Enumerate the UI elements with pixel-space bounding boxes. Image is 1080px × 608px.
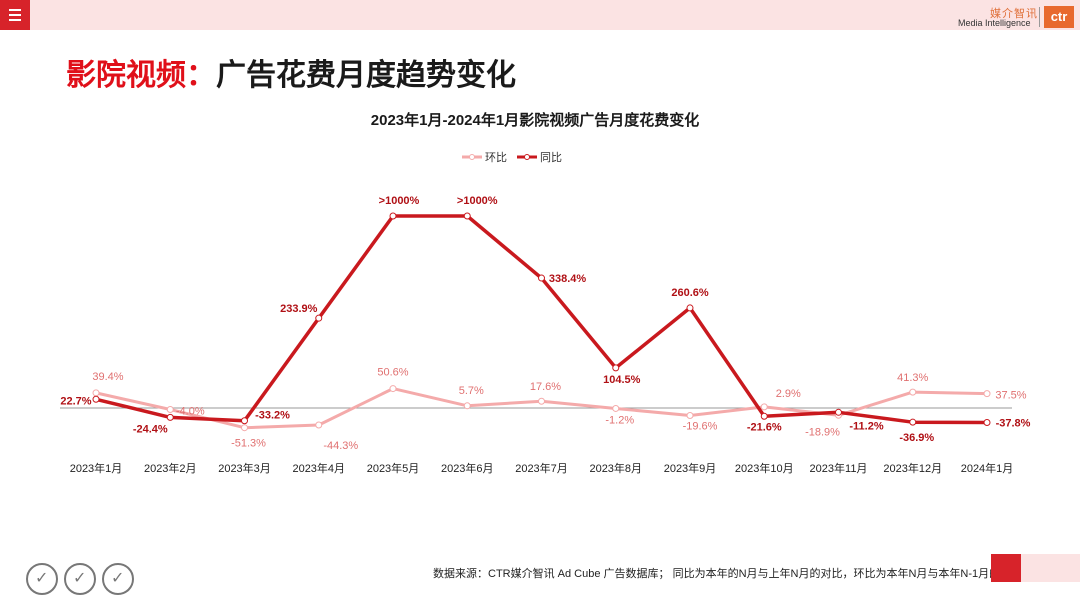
x-tick-label: 2023年5月 <box>367 461 420 475</box>
data-label-tb: -36.9% <box>899 432 934 444</box>
x-tick-label: 2023年8月 <box>589 461 642 475</box>
data-label-hb: -51.3% <box>231 438 266 450</box>
footer-pink-block <box>1021 554 1080 582</box>
data-point-hb <box>983 390 991 398</box>
x-tick-label: 2023年2月 <box>144 461 197 475</box>
data-label-tb: -24.4% <box>133 423 168 435</box>
data-label-hb: 2.9% <box>776 388 801 400</box>
page-title-prefix: 影院视频： <box>66 59 216 92</box>
data-point-hb <box>241 424 248 432</box>
data-point-hb <box>463 402 471 410</box>
data-label-tb: -11.2% <box>849 420 883 432</box>
x-tick-label: 2023年9月 <box>664 461 717 475</box>
data-point-hb <box>686 412 694 420</box>
data-label-tb: -37.8% <box>996 418 1031 430</box>
page-title: 影院视频：广告花费月度趋势变化 <box>66 50 516 94</box>
x-tick-label: 2023年10月 <box>735 461 794 475</box>
data-point-tb <box>166 413 174 421</box>
data-label-hb: -18.9% <box>805 426 840 438</box>
data-label-tb: >1000% <box>457 195 498 207</box>
data-source-note: 数据来源：CTR媒介智讯 Ad Cube 广告数据库； 同比为本年的N月与上年N… <box>433 568 1023 580</box>
data-label-tb: 22.7% <box>60 395 91 407</box>
data-label-hb: 17.6% <box>530 381 561 393</box>
certification-logos <box>26 563 134 595</box>
logo-divider <box>1039 7 1040 27</box>
logo-en-text: Media Intelligence <box>958 18 1031 28</box>
x-tick-label: 2023年6月 <box>441 461 494 475</box>
data-point-tb <box>538 274 545 282</box>
legend-marker-hb <box>469 154 475 160</box>
data-label-hb: -19.6% <box>683 421 718 433</box>
data-label-hb: 39.4% <box>92 371 123 383</box>
sgs-badge-icon <box>26 563 58 595</box>
chart-title: 2023年1月-2024年1月影院视频广告月度花费变化 <box>371 111 699 129</box>
data-point-tb <box>835 408 842 416</box>
x-tick-label: 2023年4月 <box>292 461 345 475</box>
x-tick-label: 2023年7月 <box>515 461 568 475</box>
data-label-hb: -4.0% <box>176 406 205 418</box>
data-point-tb <box>909 418 917 426</box>
data-point-hb <box>612 404 620 412</box>
x-tick-label: 2024年1月 <box>961 461 1014 475</box>
data-point-tb <box>983 419 991 427</box>
data-point-tb <box>612 364 620 372</box>
data-label-tb: >1000% <box>379 195 420 207</box>
data-point-hb <box>389 385 397 393</box>
data-label-hb: 41.3% <box>897 372 928 384</box>
data-point-tb <box>315 314 323 322</box>
data-label-tb: -21.6% <box>747 421 782 433</box>
data-label-hb: -44.3% <box>323 440 358 452</box>
data-point-hb <box>538 397 545 405</box>
sgs-badge-icon <box>102 563 134 595</box>
data-point-hb <box>166 406 174 414</box>
x-tick-label: 2023年1月 <box>70 461 123 475</box>
data-label-hb: 37.5% <box>995 390 1026 402</box>
footer-red-block <box>991 554 1021 582</box>
data-label-hb: 5.7% <box>459 385 484 397</box>
sgs-badge-icon <box>64 563 96 595</box>
data-point-tb <box>463 212 471 220</box>
logo-cn-text: 媒介智讯 <box>990 8 1038 20</box>
data-point-tb <box>760 412 768 420</box>
data-point-hb <box>909 388 917 396</box>
x-tick-label: 2023年3月 <box>218 461 271 475</box>
page-title-main: 广告花费月度趋势变化 <box>216 59 516 92</box>
menu-button[interactable] <box>0 0 30 30</box>
data-point-tb <box>241 417 248 425</box>
data-point-hb <box>92 389 100 397</box>
data-point-tb <box>686 304 694 312</box>
ctr-logo: ctr <box>1044 6 1074 28</box>
data-label-hb: -1.2% <box>605 414 634 426</box>
legend-marker-tb <box>524 154 530 160</box>
data-point-hb <box>760 403 768 411</box>
data-point-hb <box>315 421 323 429</box>
x-tick-label: 2023年12月 <box>883 461 942 475</box>
legend-label-tb: 同比 <box>540 151 562 164</box>
legend-label-hb: 环比 <box>485 151 507 164</box>
data-label-hb: 50.6% <box>377 367 408 379</box>
data-point-tb <box>92 395 100 403</box>
top-bar <box>0 0 1080 30</box>
data-label-tb: -33.2% <box>255 410 290 422</box>
data-label-tb: 260.6% <box>671 287 709 299</box>
x-tick-label: 2023年11月 <box>810 461 868 475</box>
data-point-tb <box>389 212 397 220</box>
data-label-tb: 104.5% <box>603 374 641 386</box>
data-label-tb: 338.4% <box>549 273 587 285</box>
data-label-tb: 233.9% <box>280 303 318 315</box>
